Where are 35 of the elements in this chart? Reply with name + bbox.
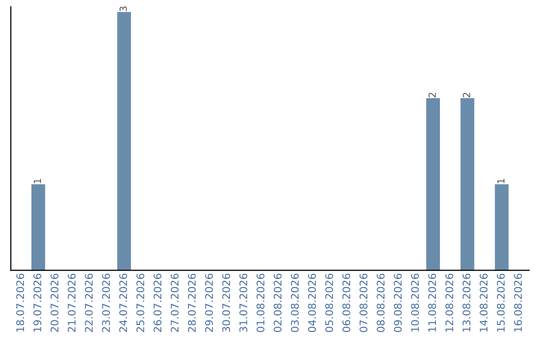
x-tick-label: 26.07.2026 bbox=[154, 274, 162, 332]
x-tick-label: 22.07.2026 bbox=[84, 274, 93, 332]
x-tick-label: 05.08.2026 bbox=[325, 274, 334, 332]
x-tick-label: 21.07.2026 bbox=[68, 274, 76, 332]
x-tick-label: 24.07.2026 bbox=[119, 274, 128, 332]
x-tick-label: 20.07.2026 bbox=[50, 274, 58, 332]
data-label: 3 bbox=[120, 6, 127, 12]
x-tick-label: 14.08.2026 bbox=[480, 274, 488, 332]
x-tick-label: 11.08.2026 bbox=[428, 274, 436, 332]
x-tick-label: 29.07.2026 bbox=[205, 274, 213, 332]
x-tick-label: 08.08.2026 bbox=[376, 274, 385, 332]
x-tick-label: 04.08.2026 bbox=[308, 274, 316, 332]
x-tick-label: 25.07.2026 bbox=[136, 274, 144, 332]
x-tick-label: 27.07.2026 bbox=[170, 274, 179, 332]
x-tick-label: 23.07.2026 bbox=[102, 274, 110, 332]
x-tick-label: 02.08.2026 bbox=[274, 274, 282, 332]
x-tick-label: 30.07.2026 bbox=[222, 274, 230, 332]
x-tick-label: 15.08.2026 bbox=[496, 274, 505, 332]
x-tick-label: 07.08.2026 bbox=[360, 274, 368, 332]
x-tick-label: 10.08.2026 bbox=[411, 274, 419, 332]
x-tick-label: 06.08.2026 bbox=[342, 274, 350, 332]
x-tick-label: 19.07.2026 bbox=[33, 274, 42, 332]
x-tick-label: 16.08.2026 bbox=[514, 274, 522, 332]
data-label: 2 bbox=[428, 92, 436, 98]
x-tick-label: 12.08.2026 bbox=[445, 274, 454, 332]
data-label: 1 bbox=[34, 178, 41, 184]
x-tick-label: 28.07.2026 bbox=[188, 274, 196, 332]
x-tick-label: 18.07.2026 bbox=[16, 274, 24, 332]
x-tick-label: 01.08.2026 bbox=[256, 274, 264, 332]
x-tick-label: 09.08.2026 bbox=[394, 274, 402, 332]
data-label: 1 bbox=[497, 178, 504, 184]
data-label: 2 bbox=[462, 92, 470, 98]
x-tick-label: 03.08.2026 bbox=[290, 274, 299, 332]
x-tick-label: 13.08.2026 bbox=[462, 274, 470, 332]
x-tick-label: 31.07.2026 bbox=[239, 274, 248, 332]
